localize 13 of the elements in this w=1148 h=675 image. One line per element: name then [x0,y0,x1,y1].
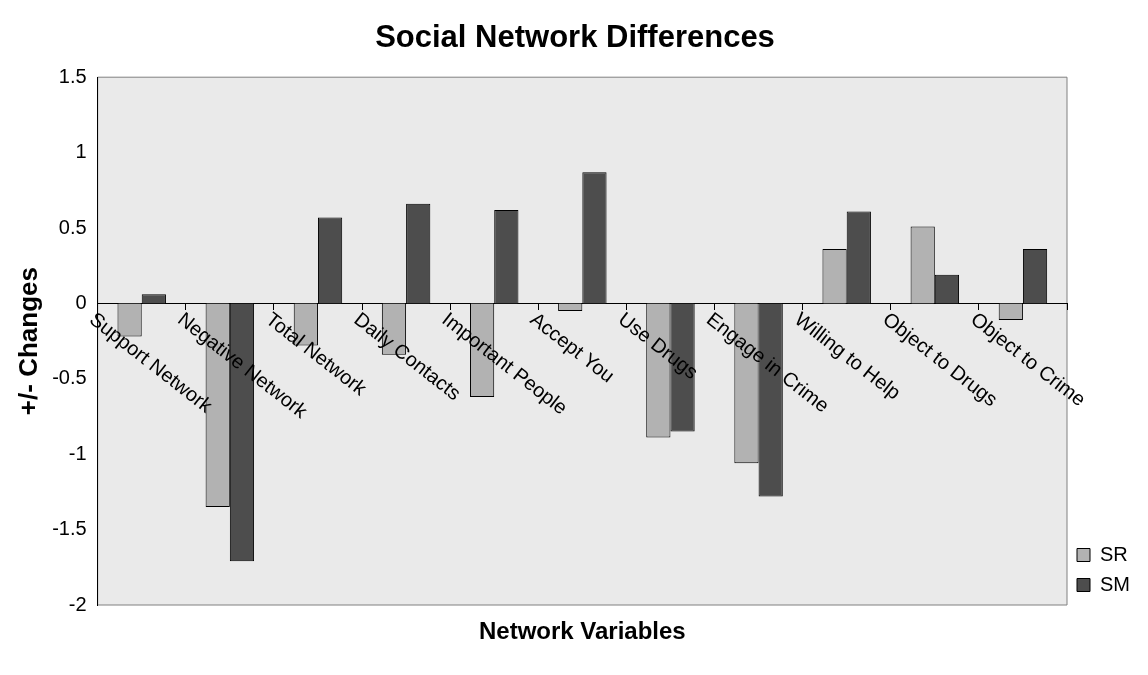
y-tick-label: 1 [75,140,87,163]
y-tick-label: 1.5 [58,64,87,87]
y-tick-label: -1.5 [52,517,87,540]
legend-label: SR [1100,542,1128,565]
x-axis-title: Network Variables [478,616,686,644]
legend-label: SM [1100,572,1130,595]
y-tick-label: -0.5 [52,366,87,389]
chart-title: Social Network Differences [375,19,775,55]
y-tick-label: -1 [68,441,87,464]
y-tick-label: 0 [75,290,87,313]
y-tick-label: -2 [68,592,87,615]
y-axis-title: +/- Changes [12,267,43,416]
y-tick-label: 0.5 [58,215,87,238]
